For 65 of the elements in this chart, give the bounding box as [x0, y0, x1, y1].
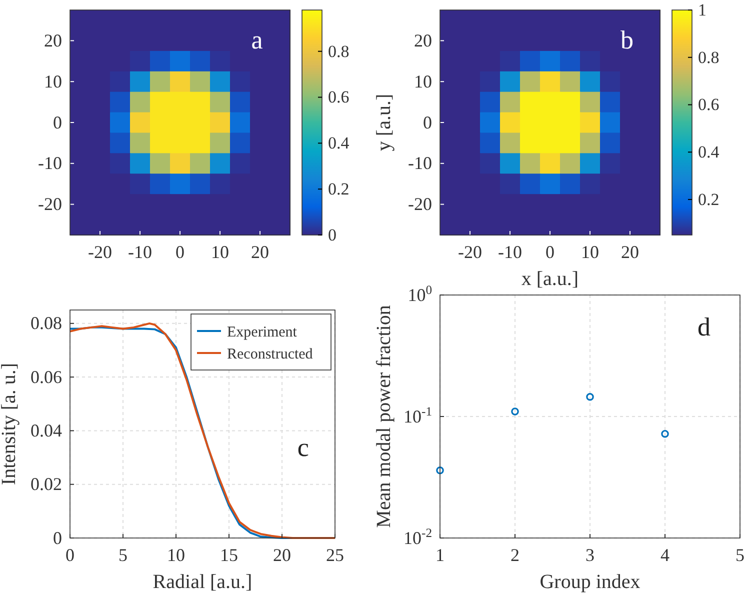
y-tick-label: 10$^{0}$: [408, 282, 432, 305]
x-axis-title: x [a.u.]: [521, 268, 579, 290]
y-tick-label: 10: [44, 71, 62, 92]
color-bar-label: 1: [698, 0, 706, 20]
x-tick-label: 2: [510, 544, 520, 565]
y-tick-label: -10: [408, 153, 432, 174]
x-tick-label: 20: [621, 242, 639, 262]
legend-label: Experiment: [227, 324, 298, 340]
x-tick-label: 25: [326, 544, 344, 565]
x-tick-label: 0: [546, 242, 554, 262]
color-bar-label: 0.4: [328, 134, 350, 153]
y-tick-label: 20: [414, 30, 432, 50]
x-tick-label: 5: [736, 544, 744, 565]
y-tick-label: 0: [53, 528, 62, 548]
point: [661, 430, 669, 438]
y-tick-label: -10: [38, 153, 62, 174]
color-bar-label: 0.6: [328, 88, 350, 107]
x-tick-label: -10: [498, 242, 522, 262]
point: [511, 408, 519, 416]
y-tick-label: 0: [53, 112, 62, 132]
legend-label: Reconstructed: [227, 346, 314, 362]
x-tick-label: 0: [66, 544, 74, 565]
annotation: c: [297, 432, 309, 462]
y-tick-label: 10$^{-1}$: [404, 404, 432, 426]
color-bar-label: 0.8: [698, 48, 720, 67]
y-axis-title: Mean modal power fraction: [373, 305, 395, 528]
y-tick-label: -20: [408, 194, 432, 214]
x-axis-title: Group index: [540, 571, 640, 593]
y-tick-label: 0.02: [30, 474, 62, 494]
point: [586, 393, 594, 401]
annotation: b: [620, 25, 634, 54]
color-bar-label: 0.6: [698, 95, 720, 114]
x-tick-label: -20: [88, 242, 112, 262]
x-tick-label: 10: [581, 242, 599, 262]
y-tick-label: 0.08: [30, 313, 62, 334]
y-tick-label: 10: [414, 71, 432, 92]
color-bar-label: 0.4: [698, 142, 720, 162]
x-tick-label: 15: [220, 544, 238, 565]
x-tick-label: 1: [436, 544, 444, 565]
x-axis-title: Radial [a.u.]: [152, 571, 252, 593]
color-bar-label: 0.8: [328, 42, 350, 61]
annotation: a: [251, 25, 264, 54]
y-tick-label: -20: [38, 194, 62, 214]
x-tick-label: -10: [128, 242, 152, 262]
y-tick-label: 0.06: [30, 366, 62, 387]
y-axis-title: Intensity [a. u.]: [0, 362, 20, 486]
annotation: d: [698, 312, 710, 342]
color-bar-label: 0: [328, 225, 336, 244]
y-tick-label: 0.04: [30, 420, 62, 440]
y-tick-label: 20: [44, 30, 62, 50]
x-tick-label: 20: [273, 544, 291, 565]
x-tick-label: 4: [660, 544, 670, 565]
x-tick-label: 5: [118, 544, 128, 565]
x-tick-label: 0: [176, 242, 184, 262]
color-bar-label: 0.2: [328, 180, 350, 199]
color-bar-label: 0.2: [698, 190, 720, 209]
x-tick-label: -20: [458, 242, 482, 262]
x-tick-label: 20: [251, 242, 269, 262]
x-tick-label: 10: [167, 544, 185, 565]
y-tick-label: 10$^{-2}$: [404, 526, 432, 548]
y-axis-title: y [a.u.]: [373, 94, 395, 152]
x-tick-label: 10: [211, 242, 229, 262]
point: [436, 466, 444, 474]
x-tick-label: 3: [586, 544, 594, 565]
y-tick-label: 0: [423, 112, 432, 132]
